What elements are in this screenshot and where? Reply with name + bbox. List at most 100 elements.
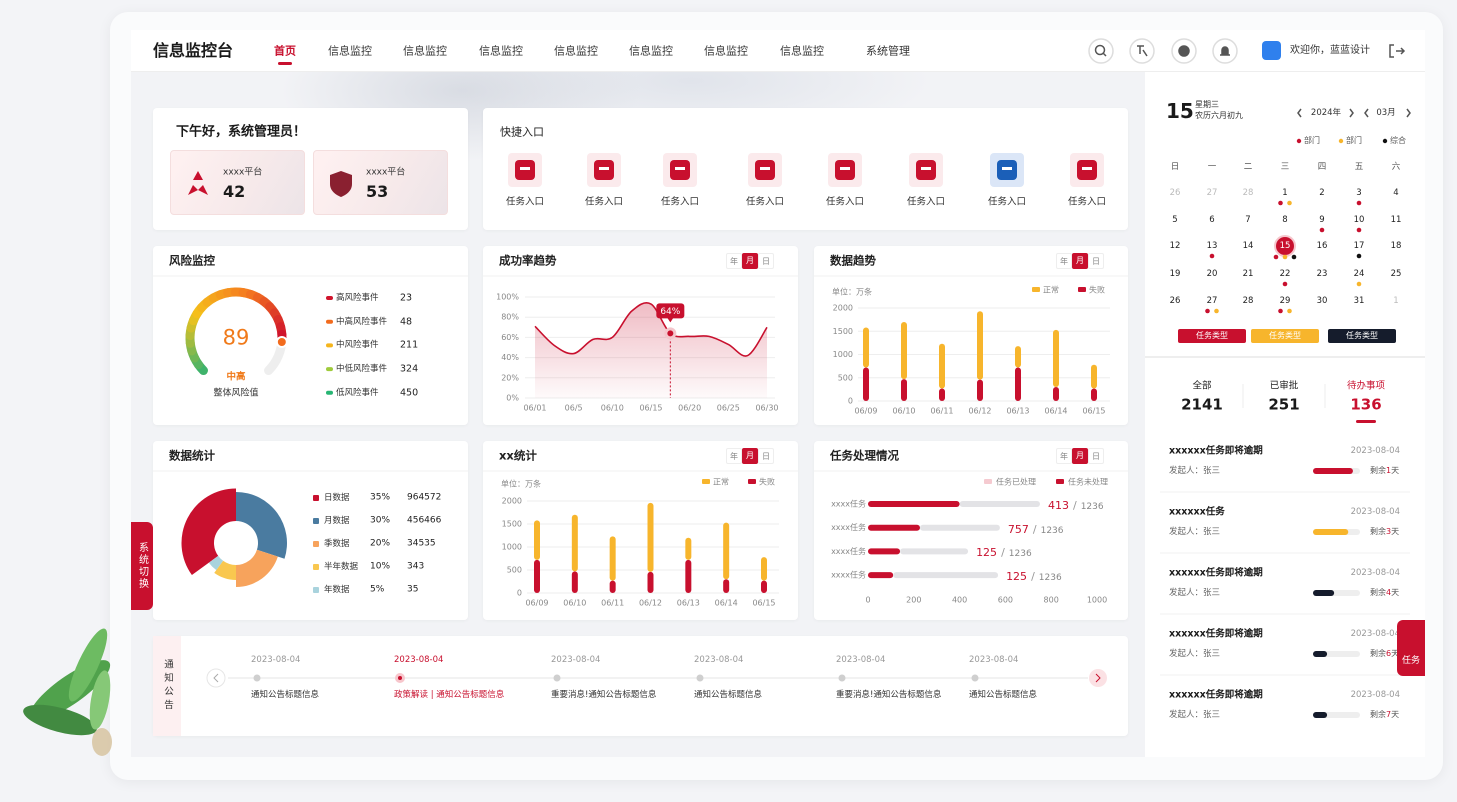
calendar-date[interactable]: 4 — [1393, 187, 1399, 198]
notice-text[interactable]: 政策解读 | 通知公告标题信息 — [394, 689, 505, 700]
calendar-date[interactable]: 17 — [1353, 240, 1365, 251]
tab-name[interactable]: 待办事项 — [1346, 380, 1386, 392]
period-toggle[interactable]: 年 — [726, 448, 742, 464]
period-toggle[interactable]: 年 — [726, 253, 742, 269]
system-switch[interactable]: 系统切换 — [131, 522, 153, 610]
period-toggle[interactable]: 日 — [1088, 253, 1104, 269]
platform-label: xxxx平台 — [223, 167, 263, 178]
nav-item[interactable]: 信息监控 — [554, 44, 598, 58]
notice-text[interactable]: 重要消息!通知公告标题信息 — [551, 689, 657, 700]
calendar-date[interactable]: 28 — [1242, 295, 1254, 306]
period-toggle[interactable]: 年 — [1056, 448, 1072, 464]
calendar-date[interactable]: 18 — [1390, 240, 1402, 251]
calendar-date[interactable]: 19 — [1169, 268, 1181, 279]
nav-item[interactable]: 信息监控 — [328, 44, 372, 58]
calendar-date[interactable]: 5 — [1172, 214, 1178, 225]
bar-segment — [1053, 329, 1059, 388]
calendar-date[interactable]: 31 — [1353, 295, 1365, 306]
calendar-date[interactable]: 30 — [1316, 295, 1328, 306]
nav-item[interactable]: 信息监控 — [629, 44, 673, 58]
calendar-date[interactable]: 6 — [1209, 214, 1215, 225]
bar-segment — [868, 501, 960, 507]
notice-text[interactable]: 通知公告标题信息 — [969, 689, 1038, 700]
total: 1236 — [1038, 573, 1062, 584]
calendar-date[interactable]: 26 — [1169, 295, 1181, 306]
count-text: 125/1236 — [976, 543, 1032, 559]
nav-item[interactable]: 信息监控 — [479, 44, 523, 58]
calendar-date[interactable]: 10 — [1353, 214, 1365, 225]
period-toggle[interactable]: 月 — [1072, 448, 1088, 464]
x-tick-label: 400 — [952, 596, 967, 605]
y-tick-label: 1000 — [502, 543, 522, 552]
calendar-day: 15 — [1166, 99, 1194, 123]
event-dot — [1209, 253, 1215, 259]
notice-text[interactable]: 重要消息!通知公告标题信息 — [836, 689, 942, 700]
calendar-date[interactable]: 21 — [1242, 268, 1254, 279]
calendar-date[interactable]: 3 — [1356, 187, 1362, 198]
task-button[interactable]: 任务 — [1397, 620, 1425, 676]
calendar-date[interactable]: 26 — [1169, 187, 1181, 198]
calendar-date[interactable]: 1 — [1393, 295, 1399, 306]
calendar-month[interactable]: 03月 — [1376, 107, 1396, 118]
entry-label: 任务入口 — [825, 196, 865, 208]
period-toggle[interactable]: 月 — [742, 253, 758, 269]
calendar-date[interactable]: 27 — [1206, 295, 1218, 306]
calendar-date[interactable]: 7 — [1245, 214, 1251, 225]
calendar-date[interactable]: 13 — [1206, 240, 1218, 251]
period-toggle[interactable]: 年 — [1056, 253, 1072, 269]
tab-value: 136 — [1350, 395, 1382, 414]
period-toggle[interactable]: 日 — [1088, 448, 1104, 464]
card-title: 数据统计 — [169, 448, 215, 463]
event-dot — [1319, 227, 1325, 233]
event-dot — [1356, 281, 1362, 287]
period-toggle[interactable]: 日 — [758, 448, 774, 464]
calendar-date[interactable]: 24 — [1353, 268, 1365, 279]
calendar-date[interactable]: 27 — [1206, 187, 1218, 198]
tab-value: 2141 — [1181, 395, 1223, 414]
calendar-date[interactable]: 29 — [1279, 295, 1291, 306]
nav-item[interactable]: 信息监控 — [403, 44, 447, 58]
next-button[interactable] — [1089, 669, 1107, 687]
calendar-date[interactable]: 25 — [1390, 268, 1402, 279]
type-button[interactable]: 任务类型 — [1251, 329, 1319, 343]
tab-name[interactable]: 全部 — [1192, 380, 1212, 392]
legend-label: 任务已处理 — [996, 477, 1036, 487]
calendar-date[interactable]: 16 — [1316, 240, 1328, 251]
calendar-date[interactable]: 23 — [1316, 268, 1328, 279]
calendar-date[interactable]: 1 — [1282, 187, 1288, 198]
y-tick-label: 0 — [848, 397, 853, 406]
legend-swatch — [702, 479, 710, 484]
tab-name[interactable]: 已审批 — [1269, 380, 1299, 392]
calendar-year[interactable]: 2024年 — [1310, 107, 1342, 118]
bar-segment — [977, 311, 983, 380]
nav-item[interactable]: 信息监控 — [780, 44, 824, 58]
calendar-date[interactable]: 8 — [1282, 214, 1288, 225]
prev-button[interactable] — [206, 668, 226, 688]
period-toggle[interactable]: 月 — [742, 448, 758, 464]
calendar-date[interactable]: 12 — [1169, 240, 1181, 251]
calendar-date[interactable]: 2 — [1319, 187, 1325, 198]
nav-item[interactable]: 系统管理 — [866, 44, 910, 58]
calendar-date[interactable]: 28 — [1242, 187, 1254, 198]
remain-unit: 天 — [1391, 466, 1400, 475]
calendar-date[interactable]: 15 — [1279, 240, 1291, 251]
total: 1236 — [1008, 549, 1032, 560]
type-button[interactable]: 任务类型 — [1328, 329, 1396, 343]
line-area — [535, 302, 767, 398]
x-tick-label: 600 — [998, 596, 1013, 605]
platform-value: 42 — [223, 182, 246, 201]
notice-text[interactable]: 通知公告标题信息 — [694, 689, 763, 700]
todo-initiator: 发起人：张三 — [1169, 465, 1221, 476]
calendar-date[interactable]: 11 — [1390, 214, 1402, 225]
calendar-date[interactable]: 9 — [1319, 214, 1325, 225]
calendar-date[interactable]: 14 — [1242, 240, 1254, 251]
period-toggle[interactable]: 日 — [758, 253, 774, 269]
nav-item[interactable]: 首页 — [274, 44, 296, 58]
calendar-date[interactable]: 20 — [1206, 268, 1218, 279]
nav-item[interactable]: 信息监控 — [704, 44, 748, 58]
type-button[interactable]: 任务类型 — [1178, 329, 1246, 343]
notice-text[interactable]: 通知公告标题信息 — [251, 689, 320, 700]
period-toggle[interactable]: 月 — [1072, 253, 1088, 269]
calendar-date[interactable]: 22 — [1279, 268, 1291, 279]
